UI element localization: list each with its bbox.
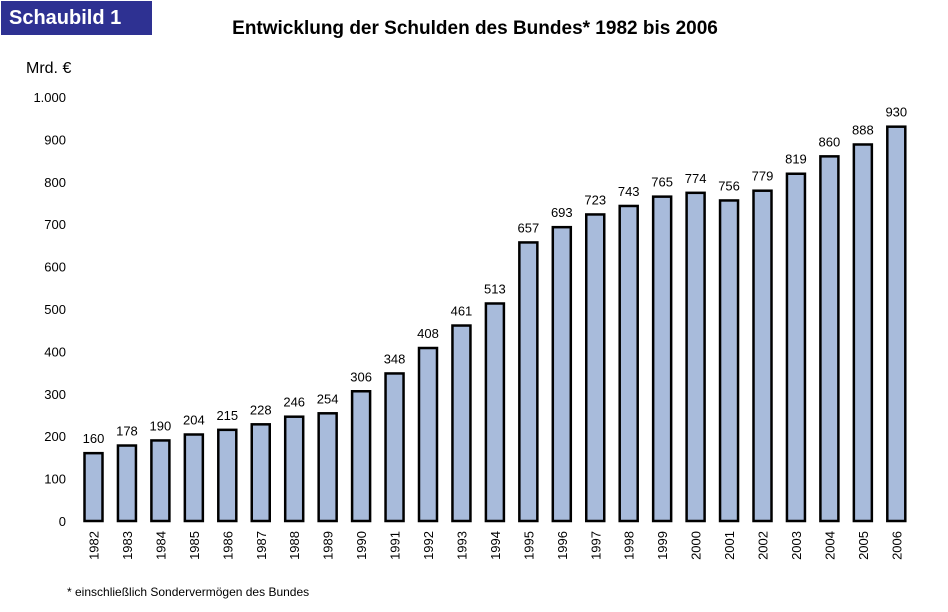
bar — [585, 213, 606, 523]
data-labels: 160 178 190 204 215 228 246 254 306 348 408 461 513 6… — [83, 105, 908, 446]
chart-title: Entwicklung der Schulden des Bundes* 198… — [232, 18, 718, 39]
data-label: 765 — [651, 175, 673, 190]
x-tick-label: 1982 — [87, 531, 102, 560]
x-tick-label: 1986 — [220, 531, 235, 560]
y-tick-label: 100 — [44, 472, 66, 487]
y-tick-label: 800 — [44, 175, 66, 190]
data-label: 246 — [283, 395, 305, 410]
x-tick-label: 2005 — [856, 531, 871, 560]
bar — [718, 199, 740, 523]
x-tick-label: 1985 — [187, 531, 202, 560]
y-tick-label: 900 — [44, 132, 66, 147]
x-tick-label: 2003 — [789, 531, 804, 560]
data-label: 743 — [618, 184, 640, 199]
x-tick-label: 1990 — [354, 531, 369, 560]
bar — [384, 372, 405, 523]
x-tick-label: 1999 — [655, 531, 670, 560]
data-label: 779 — [752, 169, 774, 184]
x-tick-label: 1998 — [622, 531, 637, 560]
data-label: 693 — [551, 205, 573, 220]
data-label: 228 — [250, 402, 272, 417]
data-label: 408 — [417, 326, 439, 341]
x-tick-label: 1988 — [287, 531, 302, 560]
bar — [283, 415, 305, 523]
bar — [752, 189, 773, 523]
data-label: 348 — [384, 351, 406, 366]
y-tick-label: 500 — [44, 302, 66, 317]
x-tick-label: 2006 — [889, 531, 904, 560]
data-label: 657 — [517, 220, 539, 235]
x-tick-label: 1997 — [588, 531, 603, 560]
y-axis-unit-label: Mrd. € — [26, 60, 72, 77]
data-label: 930 — [885, 105, 907, 120]
bar — [116, 444, 138, 523]
bar — [150, 439, 171, 523]
bar — [819, 155, 840, 523]
y-tick-label: 300 — [44, 387, 66, 402]
y-tick-label: 700 — [44, 217, 66, 232]
data-label: 160 — [83, 431, 105, 446]
y-tick-label: 0 — [59, 514, 66, 529]
data-label: 756 — [718, 178, 740, 193]
bar — [417, 346, 439, 523]
bar — [518, 241, 539, 523]
data-label: 723 — [584, 192, 606, 207]
x-tick-label: 2001 — [722, 531, 737, 560]
data-label: 819 — [785, 152, 807, 167]
x-tick-label: 1994 — [488, 531, 503, 560]
x-axis-ticks: 1982 1983 1984 1985 1986 1987 1988 1989 1990 1991… — [87, 531, 905, 560]
bars — [83, 125, 907, 523]
x-tick-label: 1983 — [120, 531, 135, 560]
data-label: 215 — [216, 408, 238, 423]
data-label: 190 — [150, 418, 172, 433]
bar — [618, 204, 639, 523]
data-label: 178 — [116, 424, 138, 439]
bar — [785, 172, 807, 523]
x-tick-label: 1996 — [555, 531, 570, 560]
x-tick-label: 1993 — [454, 531, 469, 560]
x-tick-label: 1991 — [388, 531, 403, 560]
data-label: 204 — [183, 413, 205, 428]
data-label: 461 — [451, 304, 473, 319]
footnote: * einschließlich Sondervermögen des Bund… — [67, 585, 310, 599]
x-tick-label: 2002 — [756, 531, 771, 560]
y-axis-ticks: 0 100 200 300 400 500 600 700 800 900 1.000 — [33, 90, 66, 529]
data-label: 888 — [852, 122, 874, 137]
chart-badge: Schaubild 1 — [1, 1, 152, 35]
bar — [217, 428, 238, 523]
data-label: 254 — [317, 391, 339, 406]
y-tick-label: 1.000 — [33, 90, 66, 105]
data-label: 306 — [350, 369, 372, 384]
bar — [551, 225, 573, 523]
x-tick-label: 2004 — [822, 531, 837, 560]
x-tick-label: 1992 — [421, 531, 436, 560]
bar — [317, 412, 338, 523]
bar — [651, 195, 673, 523]
data-label: 774 — [685, 171, 707, 186]
bar — [183, 433, 205, 523]
x-tick-label: 1995 — [521, 531, 536, 560]
x-tick-label: 2000 — [689, 531, 704, 560]
bar — [83, 451, 104, 523]
bar — [852, 143, 874, 523]
bar — [250, 423, 271, 523]
x-tick-label: 1989 — [321, 531, 336, 560]
bar — [484, 302, 506, 523]
bar — [685, 191, 706, 523]
x-tick-label: 1984 — [153, 531, 168, 560]
y-tick-label: 600 — [44, 260, 66, 275]
y-tick-label: 200 — [44, 429, 66, 444]
data-label: 860 — [819, 134, 841, 149]
bar — [350, 390, 372, 523]
bar — [451, 324, 472, 523]
bar — [886, 125, 907, 523]
x-tick-label: 1987 — [254, 531, 269, 560]
data-label: 513 — [484, 281, 506, 296]
y-tick-label: 400 — [44, 344, 66, 359]
